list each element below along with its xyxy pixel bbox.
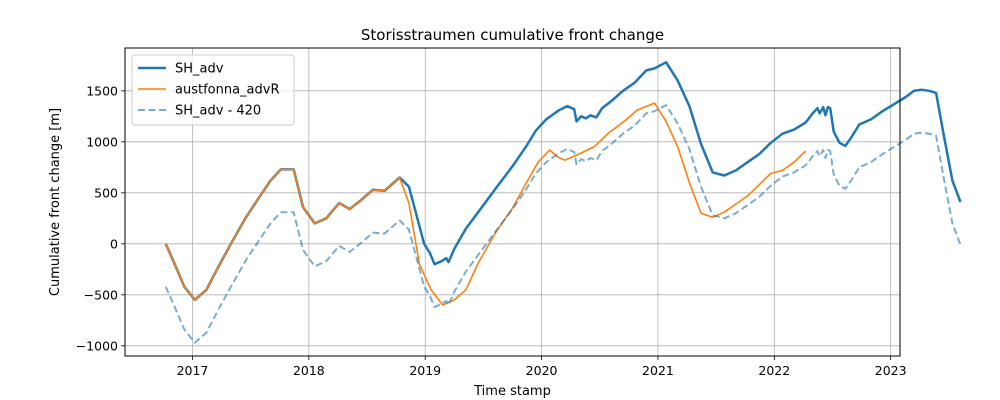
legend-label-2: SH_adv - 420 [175, 104, 261, 119]
legend-label-1: austfonna_advR [175, 83, 280, 98]
y-tick-label: 500 [94, 185, 118, 200]
series-line-1 [164, 102, 807, 306]
x-tick-label: 2021 [642, 363, 674, 378]
legend-label-0: SH_adv [175, 62, 224, 77]
y-tick-label: 1500 [86, 83, 118, 98]
legend: SH_adv austfonna_advR SH_adv - 420 [131, 54, 295, 126]
x-axis-label: Time stamp [473, 384, 551, 399]
y-tick-label: −500 [84, 287, 118, 302]
x-tick-label: 2022 [758, 363, 790, 378]
x-tick-label: 2018 [293, 363, 325, 378]
grid-lines [125, 48, 900, 356]
x-tick-label: 2023 [875, 363, 907, 378]
y-axis-label: Cumulative front change [m] [48, 108, 63, 296]
series-layer [164, 61, 962, 344]
x-tick-label: 2020 [526, 363, 558, 378]
chart-title: Storisstraumen cumulative front change [361, 26, 664, 44]
legend-box [131, 54, 295, 126]
y-tick-label: 1000 [86, 134, 118, 149]
x-tick-label: 2019 [409, 363, 441, 378]
x-tick-label: 2017 [177, 363, 209, 378]
y-tick-label: −1000 [76, 338, 118, 353]
plot-frame [124, 47, 901, 357]
series-line-2 [164, 104, 962, 344]
axis-ticks: 2017 2018 2019 2020 2021 2022 2023 −1000 −500 0 50… [76, 83, 907, 378]
y-tick-label: 0 [110, 236, 118, 251]
